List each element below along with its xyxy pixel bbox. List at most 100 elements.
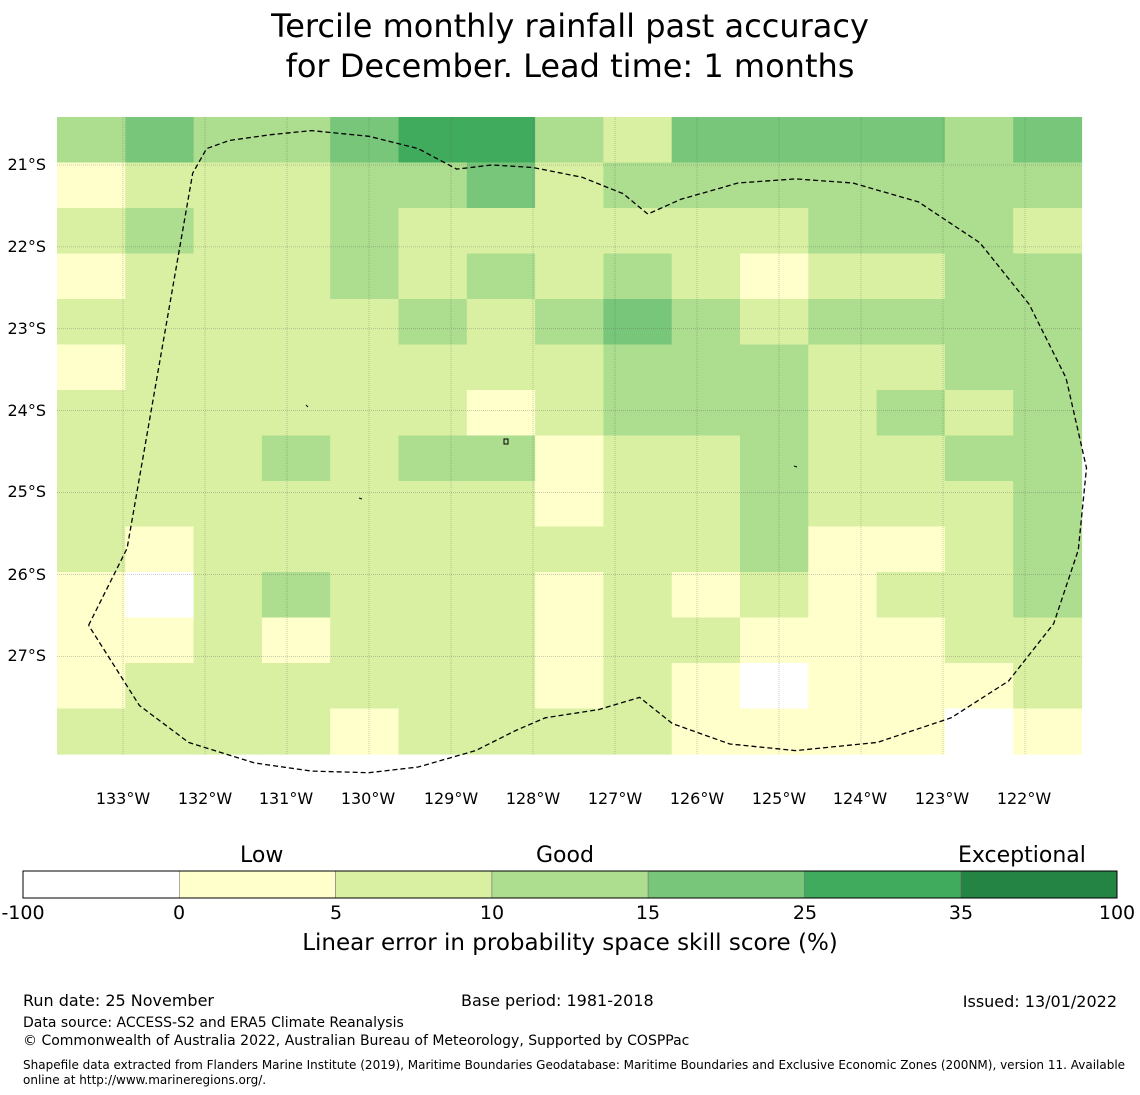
skill-cell — [466, 390, 536, 437]
skill-cell — [125, 708, 195, 755]
skill-cell — [944, 299, 1014, 346]
skill-cell — [740, 526, 809, 573]
colorbar-tick: 35 — [948, 902, 974, 924]
skill-cell — [125, 344, 195, 391]
skill-cell — [193, 299, 263, 346]
chart-title-line-2: for December. Lead time: 1 months — [285, 47, 855, 85]
skill-cell — [57, 708, 126, 755]
skill-cell — [57, 208, 126, 255]
skill-cell — [125, 117, 195, 164]
skill-cell — [398, 344, 468, 391]
skill-cell — [1013, 390, 1083, 437]
skill-cell — [193, 162, 263, 209]
skill-cell — [535, 390, 604, 437]
skill-cell — [1013, 299, 1083, 346]
skill-cell — [740, 481, 809, 528]
skill-cell — [466, 481, 536, 528]
skill-cell — [603, 299, 673, 346]
skill-cell — [876, 572, 946, 619]
skill-cell — [193, 253, 263, 300]
skill-cell — [740, 299, 809, 346]
skill-cell — [808, 435, 878, 482]
skill-cell — [193, 344, 263, 391]
lon-label-129w: 129°W — [423, 789, 479, 808]
skill-cell — [740, 617, 809, 664]
skill-cell — [466, 526, 536, 573]
lon-label-132w: 132°W — [177, 789, 233, 808]
skill-cell — [535, 481, 604, 528]
skill-cell — [57, 299, 126, 346]
skill-cell — [125, 299, 195, 346]
skill-cell — [740, 663, 809, 710]
skill-cell — [193, 617, 263, 664]
skill-cell — [740, 344, 809, 391]
skill-cell — [671, 481, 741, 528]
skill-cell — [876, 208, 946, 255]
skill-cell — [193, 526, 263, 573]
skill-cell — [398, 617, 468, 664]
base-period: Base period: 1981-2018 — [461, 991, 654, 1010]
lon-label-124w: 124°W — [832, 789, 888, 808]
skill-cell — [57, 162, 126, 209]
skill-cell — [330, 708, 400, 755]
skill-cell — [876, 117, 946, 164]
skill-cell — [57, 253, 126, 300]
skill-cell — [125, 572, 195, 619]
skill-cell — [330, 117, 400, 164]
skill-cell — [603, 526, 673, 573]
skill-cell — [740, 435, 809, 482]
lat-label-27s: 27°S — [7, 646, 46, 665]
skill-cell — [193, 435, 263, 482]
skill-cell — [1013, 708, 1083, 755]
skill-cell — [808, 390, 878, 437]
skill-cell — [398, 208, 468, 255]
skill-cell — [193, 117, 263, 164]
skill-cell — [57, 344, 126, 391]
skill-cell — [261, 572, 331, 619]
eez-boundary — [88, 129, 1088, 774]
skill-cell — [944, 526, 1014, 573]
skill-cell — [671, 344, 741, 391]
category-exceptional: Exceptional — [958, 843, 1086, 868]
skill-cell — [671, 663, 741, 710]
skill-cell — [876, 299, 946, 346]
colorbar-segment — [491, 870, 649, 899]
run-date: Run date: 25 November — [23, 991, 214, 1010]
copyright: © Commonwealth of Australia 2022, Austra… — [23, 1033, 690, 1049]
skill-cell — [1013, 208, 1083, 255]
skill-cell — [876, 162, 946, 209]
skill-cell — [125, 663, 195, 710]
skill-cell — [876, 253, 946, 300]
skill-cell — [603, 162, 673, 209]
skill-cell — [398, 162, 468, 209]
skill-cell — [740, 208, 809, 255]
skill-cell — [876, 526, 946, 573]
skill-cell — [261, 617, 331, 664]
skill-cell — [125, 390, 195, 437]
skill-cell — [125, 617, 195, 664]
skill-cell — [944, 481, 1014, 528]
skill-cell — [876, 435, 946, 482]
skill-cell — [808, 162, 878, 209]
skill-cell — [466, 344, 536, 391]
skill-cell — [125, 435, 195, 482]
skill-cell — [535, 208, 604, 255]
skill-cell — [535, 708, 604, 755]
islands — [305, 404, 798, 500]
skill-cell — [125, 162, 195, 209]
skill-cell — [876, 481, 946, 528]
skill-cell — [603, 572, 673, 619]
data-source: Data source: ACCESS-S2 and ERA5 Climate … — [23, 1015, 404, 1031]
skill-cell — [261, 344, 331, 391]
skill-cell — [740, 708, 809, 755]
skill-cell — [876, 663, 946, 710]
skill-cell — [671, 435, 741, 482]
skill-cell — [261, 299, 331, 346]
skill-cell — [1013, 572, 1083, 619]
skill-cell — [57, 572, 126, 619]
skill-cell — [466, 299, 536, 346]
issued-date: Issued: 13/01/2022 — [962, 992, 1117, 1011]
skill-cell — [671, 390, 741, 437]
skill-cell — [330, 253, 400, 300]
skill-cell — [466, 208, 536, 255]
